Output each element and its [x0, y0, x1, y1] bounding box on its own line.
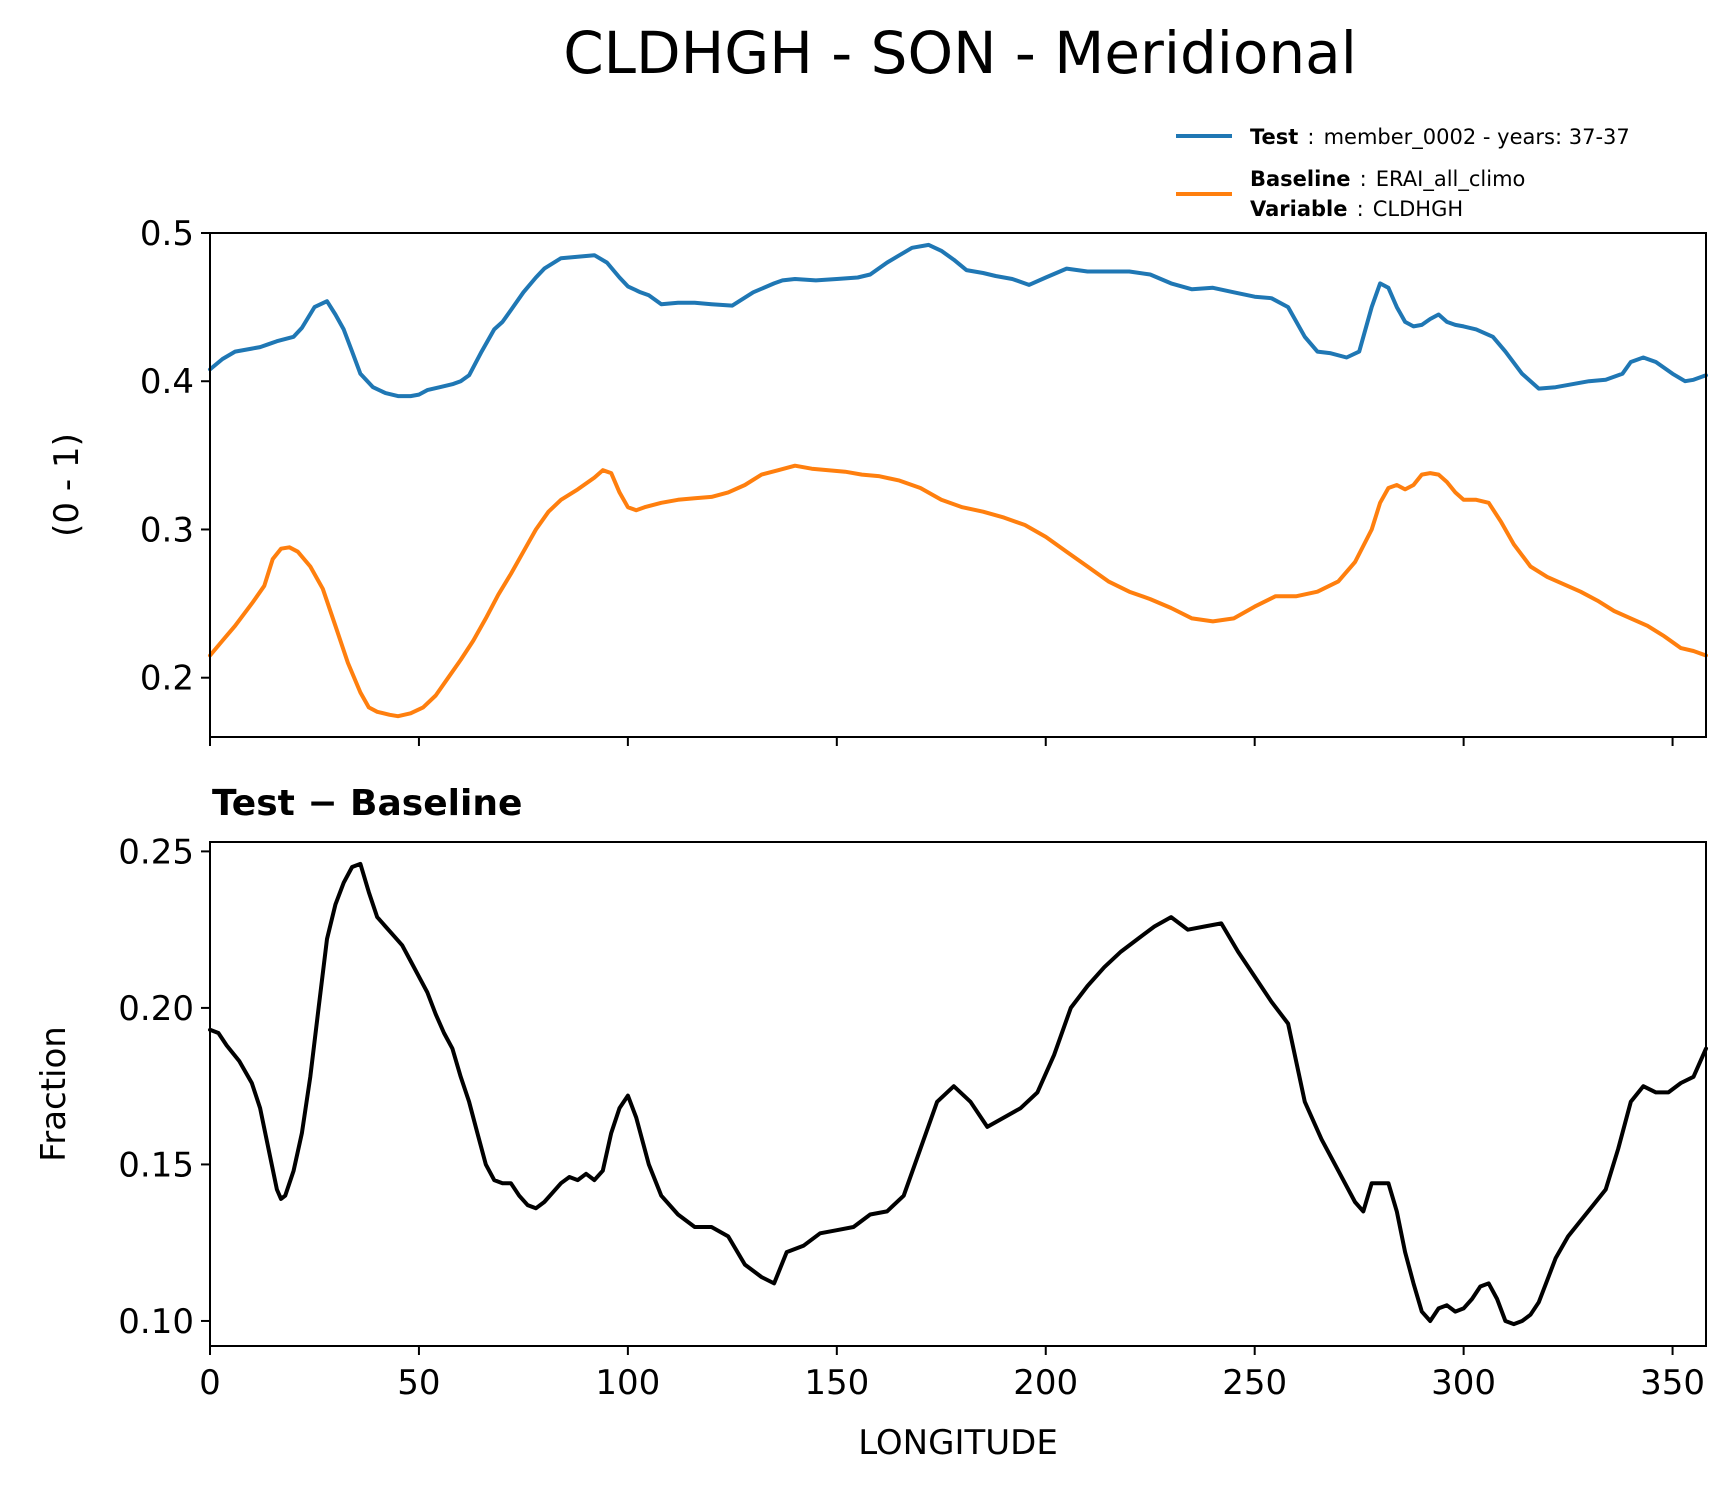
- bottom-x-tick-label: 300: [1431, 1363, 1496, 1403]
- legend-test-value: member_0002 - years: 37-37: [1324, 125, 1630, 150]
- legend-test-entry: Test : member_0002 - years: 37-37: [1250, 125, 1630, 150]
- legend-baseline-entry: Baseline : ERAI_all_climo: [1250, 167, 1525, 192]
- bottom-y-tick-label: 0.20: [118, 989, 194, 1029]
- bottom-x-tick-label: 50: [397, 1363, 440, 1403]
- top-series-line-test: [210, 245, 1706, 396]
- legend-test-sep: :: [1307, 125, 1314, 149]
- bottom-x-tick-label: 0: [199, 1363, 221, 1403]
- legend-variable-key: Variable: [1250, 197, 1347, 221]
- bottom-x-tick-label: 200: [1013, 1363, 1078, 1403]
- legend-variable-value: CLDHGH: [1373, 197, 1463, 221]
- bottom-x-axis-label: LONGITUDE: [858, 1423, 1058, 1463]
- top-y-tick-label: 0.2: [140, 659, 194, 699]
- top-panel: 0.2 0.3 0.4 0.5 (0 - 1): [47, 214, 1706, 746]
- diff-panel-title: Test − Baseline: [212, 783, 522, 824]
- legend: Test : member_0002 - years: 37-37 Baseli…: [1176, 125, 1630, 221]
- bottom-x-tick-label: 150: [804, 1363, 869, 1403]
- bottom-y-tick-label: 0.15: [118, 1145, 194, 1185]
- legend-variable-sep: :: [1357, 197, 1364, 221]
- legend-test-key: Test: [1250, 125, 1298, 149]
- bottom-y-axis-label: Fraction: [34, 1026, 74, 1162]
- figure: CLDHGH - SON - Meridional Test : member_…: [0, 0, 1731, 1496]
- bottom-x-tick-label: 250: [1222, 1363, 1287, 1403]
- top-y-tick-label: 0.5: [140, 214, 194, 254]
- bottom-panel: 0.10 0.15 0.20 0.25 0 50 100 150 200 250 300 350 Fra…: [34, 832, 1706, 1463]
- bottom-x-tick-label: 350: [1640, 1363, 1705, 1403]
- top-axes-frame: [210, 233, 1706, 737]
- top-y-tick-label: 0.3: [140, 510, 194, 550]
- legend-baseline-key: Baseline: [1250, 167, 1351, 191]
- top-series-line-baseline: [210, 466, 1706, 717]
- bottom-y-tick-label: 0.10: [118, 1302, 194, 1342]
- legend-variable-entry: Variable : CLDHGH: [1250, 197, 1463, 221]
- bottom-axes-frame: [210, 842, 1706, 1346]
- bottom-y-tick-label: 0.25: [118, 832, 194, 872]
- bottom-series-line-test-baseline: [210, 864, 1706, 1324]
- bottom-x-tick-label: 100: [595, 1363, 660, 1403]
- legend-baseline-sep: :: [1360, 167, 1367, 191]
- top-y-tick-label: 0.4: [140, 362, 194, 402]
- figure-title: CLDHGH - SON - Meridional: [563, 19, 1357, 87]
- legend-baseline-value: ERAI_all_climo: [1376, 167, 1526, 192]
- top-y-axis-label: (0 - 1): [47, 433, 87, 537]
